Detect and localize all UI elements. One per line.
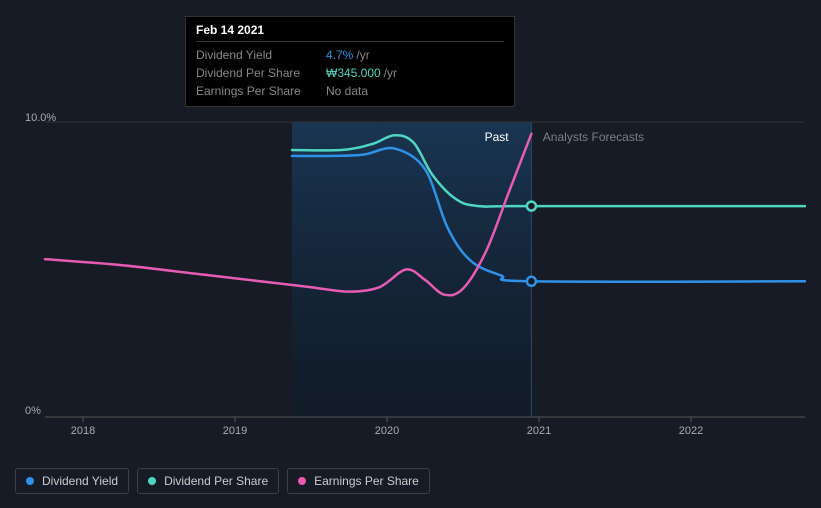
y-axis-label: 0% bbox=[25, 405, 41, 417]
y-axis-label: 10.0% bbox=[25, 112, 56, 124]
legend-label: Earnings Per Share bbox=[314, 474, 419, 488]
tooltip-metric-label: Dividend Per Share bbox=[196, 66, 326, 80]
tooltip-metric-suffix: /yr bbox=[356, 48, 369, 62]
x-axis-label: 2021 bbox=[527, 425, 551, 437]
x-axis-label: 2019 bbox=[223, 425, 247, 437]
legend-label: Dividend Per Share bbox=[164, 474, 268, 488]
legend-item[interactable]: Dividend Yield bbox=[15, 468, 129, 494]
tooltip-metric-label: Dividend Yield bbox=[196, 48, 326, 62]
series-marker bbox=[527, 202, 536, 211]
legend-item[interactable]: Earnings Per Share bbox=[287, 468, 430, 494]
tooltip-row: Dividend Per Share₩345.000/yr bbox=[196, 64, 504, 82]
legend-dot-icon bbox=[298, 477, 306, 485]
tooltip-row: Dividend Yield4.7%/yr bbox=[196, 46, 504, 64]
region-label: Past bbox=[485, 130, 509, 144]
tooltip-metric-value: 4.7% bbox=[326, 48, 353, 62]
tooltip-metric-label: Earnings Per Share bbox=[196, 84, 326, 98]
chart-legend: Dividend Yield Dividend Per Share Earnings… bbox=[15, 468, 430, 494]
x-axis-label: 2018 bbox=[71, 425, 95, 437]
chart-tooltip: Feb 14 2021 Dividend Yield4.7%/yrDividen… bbox=[185, 16, 515, 107]
legend-label: Dividend Yield bbox=[42, 474, 118, 488]
legend-dot-icon bbox=[148, 477, 156, 485]
series-marker bbox=[527, 277, 536, 286]
x-axis-label: 2020 bbox=[375, 425, 399, 437]
tooltip-date: Feb 14 2021 bbox=[196, 23, 504, 42]
tooltip-row: Earnings Per ShareNo data bbox=[196, 82, 504, 100]
legend-item[interactable]: Dividend Per Share bbox=[137, 468, 279, 494]
tooltip-metric-suffix: /yr bbox=[384, 66, 397, 80]
x-axis-label: 2022 bbox=[679, 425, 703, 437]
region-label: Analysts Forecasts bbox=[543, 130, 644, 144]
tooltip-metric-value: No data bbox=[326, 84, 368, 98]
legend-dot-icon bbox=[26, 477, 34, 485]
tooltip-metric-value: ₩345.000 bbox=[326, 66, 381, 80]
